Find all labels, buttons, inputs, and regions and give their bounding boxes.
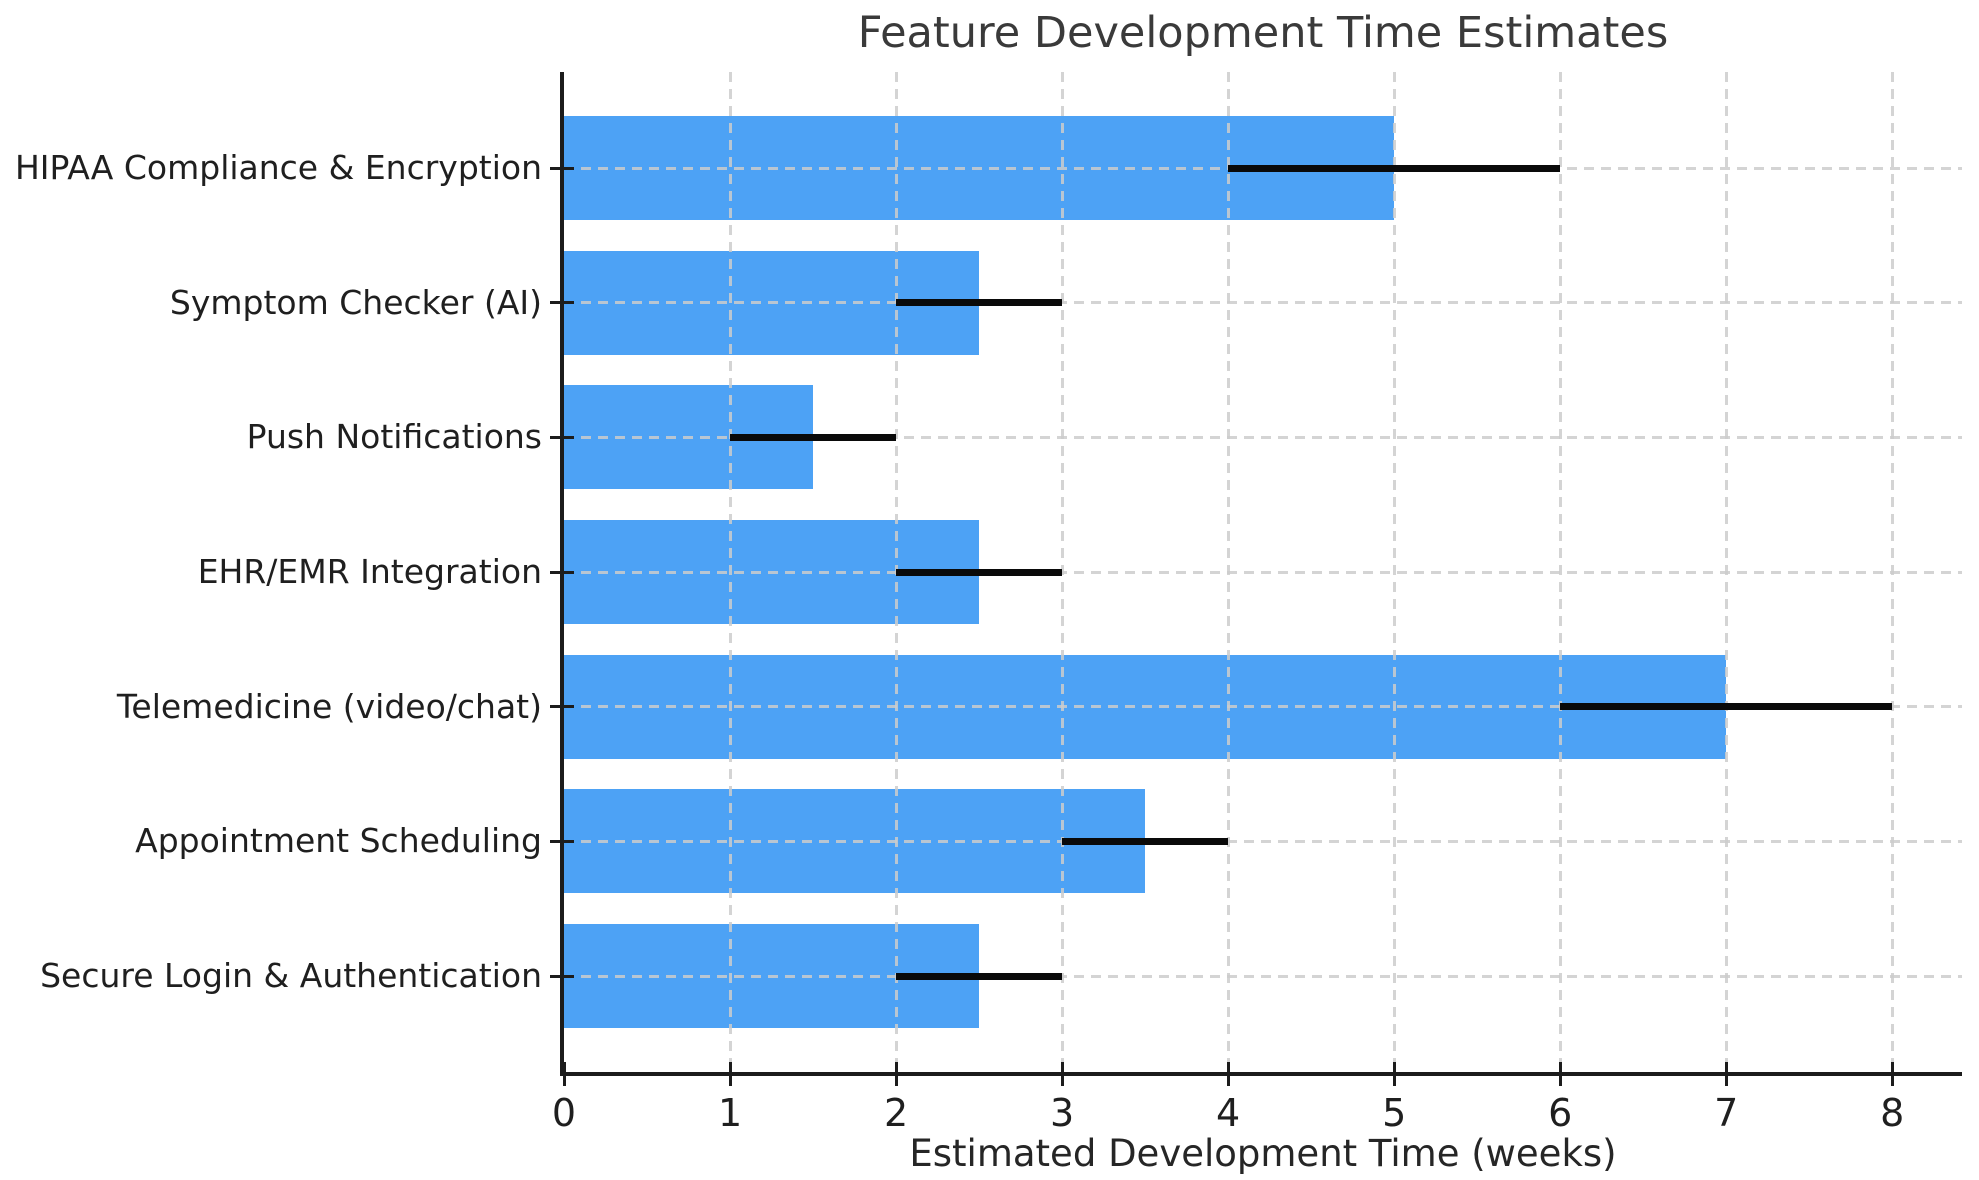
y-tick-mark — [550, 166, 574, 170]
y-tick-mark — [550, 705, 574, 709]
x-tick-mark — [1060, 1062, 1064, 1086]
x-tick-label: 0 — [551, 1091, 577, 1135]
grid-line-vertical — [1060, 72, 1064, 1072]
grid-line-vertical — [1890, 72, 1894, 1072]
x-tick-mark — [894, 1062, 898, 1086]
y-category-label: Secure Login & Authentication — [40, 956, 542, 995]
error-bar — [1228, 164, 1561, 172]
y-category-label: Appointment Scheduling — [135, 821, 542, 861]
x-tick-label: 5 — [1382, 1091, 1407, 1135]
x-tick-label: 1 — [717, 1091, 743, 1135]
grid-line-horizontal — [564, 435, 1962, 439]
y-tick-mark — [550, 301, 574, 305]
x-tick-mark — [1558, 1062, 1562, 1086]
y-category-label: Symptom Checker (AI) — [169, 282, 542, 322]
chart-title: Feature Development Time Estimates — [857, 8, 1669, 58]
error-bar — [896, 568, 1063, 576]
y-tick-mark — [550, 974, 574, 978]
x-tick-mark — [1392, 1062, 1396, 1086]
x-tick-label: 8 — [1880, 1091, 1905, 1135]
error-bar — [896, 972, 1063, 980]
grid-line-horizontal — [564, 705, 1962, 709]
grid-line-horizontal — [564, 301, 1962, 305]
y-tick-mark — [550, 570, 574, 574]
grid-line-vertical — [1226, 72, 1230, 1072]
x-tick-label: 4 — [1216, 1091, 1241, 1135]
error-bar — [1560, 703, 1893, 711]
x-tick-mark — [562, 1062, 566, 1086]
x-axis-spine — [560, 1072, 1962, 1076]
x-tick-mark — [728, 1062, 732, 1086]
grid-line-horizontal — [564, 974, 1962, 978]
y-category-label: Telemedicine (video/chat) — [116, 686, 542, 726]
x-tick-label: 7 — [1714, 1091, 1739, 1135]
y-category-label: EHR/EMR Integration — [197, 552, 542, 591]
y-tick-mark — [550, 839, 574, 843]
error-bar — [1062, 837, 1229, 845]
y-axis-spine — [560, 72, 564, 1076]
x-tick-mark — [1226, 1062, 1230, 1086]
x-tick-label: 6 — [1548, 1091, 1573, 1135]
x-tick-mark — [1724, 1062, 1728, 1086]
x-tick-label: 2 — [883, 1091, 909, 1135]
x-axis-label: Estimated Development Time (weeks) — [909, 1132, 1617, 1175]
grid-line-vertical — [1392, 72, 1396, 1072]
y-category-label: Push Notifications — [246, 417, 542, 457]
y-tick-mark — [550, 435, 574, 439]
y-category-label: HIPAA Compliance & Encryption — [14, 148, 542, 187]
grid-line-horizontal — [564, 839, 1962, 843]
grid-line-vertical — [1558, 72, 1562, 1072]
x-tick-label: 3 — [1050, 1091, 1075, 1135]
grid-line-vertical — [1724, 72, 1728, 1072]
grid-line-horizontal — [564, 570, 1962, 574]
error-bar — [730, 433, 897, 441]
x-tick-mark — [1890, 1062, 1894, 1086]
error-bar — [896, 299, 1063, 307]
grid-line-vertical — [728, 72, 732, 1072]
